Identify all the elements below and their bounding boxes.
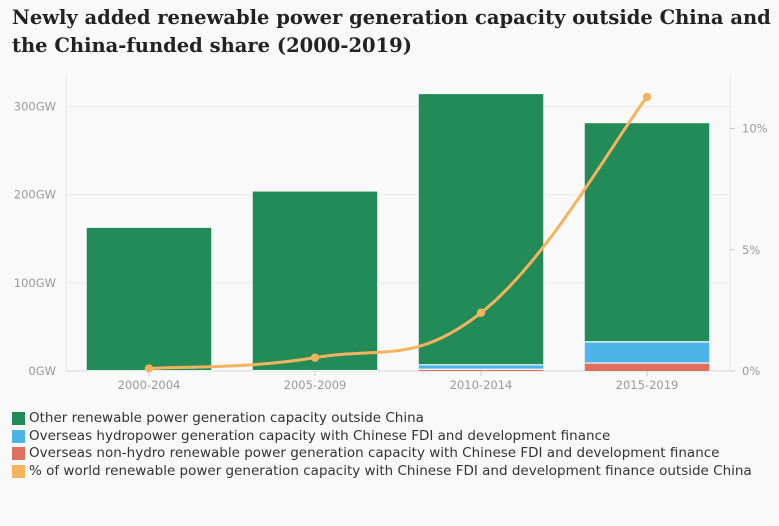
axes: 0GW 100GW 200GW 300GW 0% 5% 10% 2000-2004 2005-2…: [14, 99, 768, 392]
legend-item: Overseas hydropower generation capacity …: [12, 428, 772, 446]
x-tick-label: 2015-2019: [616, 378, 679, 392]
y-left-tick-label: 200GW: [14, 188, 56, 202]
y-left-tick-label: 100GW: [14, 276, 56, 290]
percent-point: [144, 364, 154, 373]
legend-item: Other renewable power generation capacit…: [12, 410, 772, 428]
legend-label: Other renewable power generation capacit…: [29, 410, 424, 426]
legend-label: Overseas non-hydro renewable power gener…: [29, 445, 720, 461]
y-right-tick-label: 10%: [742, 122, 768, 136]
legend-swatch: [12, 412, 25, 425]
percent-point: [476, 308, 486, 317]
legend-item: Overseas non-hydro renewable power gener…: [12, 445, 772, 463]
y-right-tick-label: 5%: [742, 243, 760, 257]
bar-segment: [584, 363, 710, 371]
percent-point: [310, 353, 320, 362]
legend: Other renewable power generation capacit…: [12, 410, 772, 480]
x-tick-label: 2005-2009: [284, 378, 347, 392]
chart-title: Newly added renewable power generation c…: [12, 6, 771, 57]
bars: [86, 94, 710, 372]
percent-line: [144, 92, 652, 373]
legend-swatch: [12, 464, 25, 478]
legend-label: % of world renewable power generation ca…: [29, 462, 752, 479]
chart-area: 0GW 100GW 200GW 300GW 0% 5% 10% 2000-2004 2005-2…: [14, 75, 768, 392]
legend-swatch: [12, 447, 25, 460]
bar-segment: [86, 227, 212, 371]
legend-swatch: [12, 429, 25, 443]
x-tick-label: 2010-2014: [450, 378, 513, 392]
bar-segment: [584, 123, 710, 342]
bar-segment: [418, 364, 544, 370]
bar-segment: [418, 94, 544, 365]
y-left-tick-label: 300GW: [14, 99, 56, 113]
percent-point: [642, 92, 652, 102]
y-right-tick-label: 0%: [742, 364, 760, 378]
x-tick-label: 2000-2004: [118, 378, 181, 392]
bar-segment: [584, 341, 710, 364]
bar-segment: [252, 191, 378, 371]
legend-label: Overseas hydropower generation capacity …: [29, 427, 611, 444]
y-left-tick-label: 0GW: [28, 364, 56, 378]
bar-segment: [418, 369, 544, 371]
percent-line-path: [147, 95, 649, 371]
legend-item: % of world renewable power generation ca…: [12, 463, 772, 481]
